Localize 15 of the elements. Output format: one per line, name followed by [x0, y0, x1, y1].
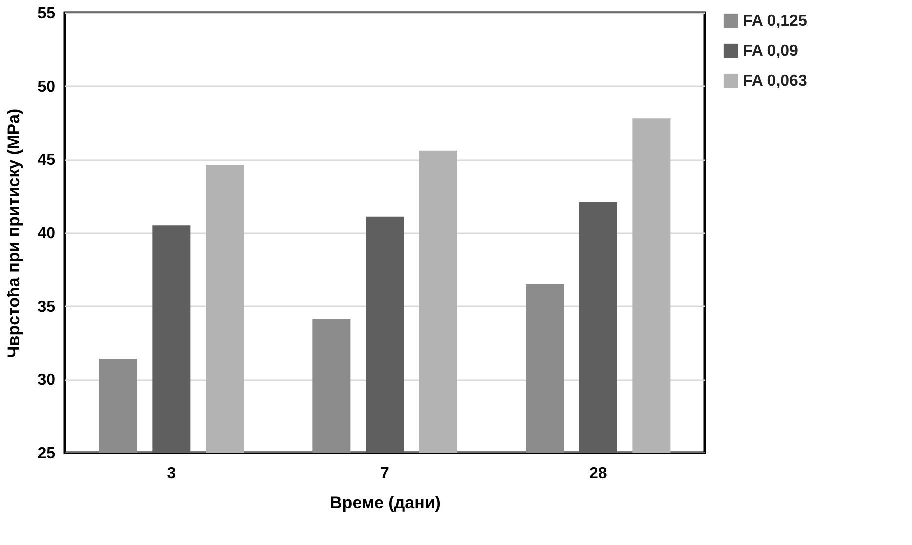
- y-tick-label: 35: [38, 298, 56, 316]
- x-axis-title: Време (дани): [330, 494, 441, 512]
- x-tick-label: 3: [167, 466, 176, 482]
- y-tick-label: 30: [38, 372, 56, 390]
- y-tick-label: 25: [38, 446, 56, 462]
- x-tick-label: 28: [589, 466, 608, 482]
- y-tick-label: 40: [38, 226, 56, 242]
- x-tick-label: 7: [380, 466, 390, 482]
- legend-label: FA 0,063: [743, 73, 808, 90]
- legend-label: FA 0,125: [743, 13, 808, 30]
- y-tick-label: 55: [38, 6, 56, 22]
- legend-label: FA 0,09: [743, 43, 799, 60]
- y-tick-label: 45: [38, 152, 56, 170]
- y-tick-label: 50: [38, 78, 56, 96]
- y-axis-title: Чврстоћа при притиску (MPa): [4, 108, 24, 358]
